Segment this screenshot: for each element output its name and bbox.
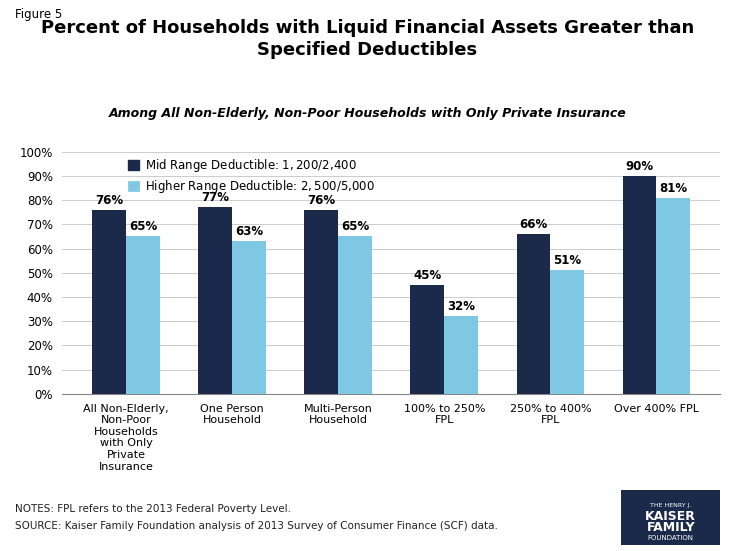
Text: Percent of Households with Liquid Financial Assets Greater than
Specified Deduct: Percent of Households with Liquid Financ… (41, 19, 694, 60)
Bar (93, 210, 126, 394)
Text: 76%: 76% (96, 194, 123, 207)
Text: 51%: 51% (553, 255, 581, 267)
Bar (232, 241, 266, 394)
Bar (656, 198, 690, 394)
Text: 65%: 65% (341, 220, 370, 234)
Text: NOTES: FPL refers to the 2013 Federal Poverty Level.: NOTES: FPL refers to the 2013 Federal Po… (15, 504, 291, 514)
Text: Figure 5: Figure 5 (15, 8, 62, 21)
Text: 45%: 45% (413, 269, 442, 282)
Text: THE HENRY J.: THE HENRY J. (650, 503, 692, 509)
Bar (551, 271, 584, 394)
Text: SOURCE: Kaiser Family Foundation analysis of 2013 Survey of Consumer Finance (SC: SOURCE: Kaiser Family Foundation analysi… (15, 521, 498, 531)
Bar (304, 210, 338, 394)
Bar (338, 236, 373, 394)
Text: 76%: 76% (307, 194, 335, 207)
Text: 63%: 63% (235, 225, 263, 239)
Text: 81%: 81% (659, 182, 687, 195)
Bar (198, 207, 232, 394)
Text: 66%: 66% (520, 218, 548, 231)
Text: FAMILY: FAMILY (646, 521, 695, 534)
Text: FOUNDATION: FOUNDATION (648, 535, 694, 541)
Text: KAISER: KAISER (645, 510, 696, 523)
Legend: Mid Range Deductible: $1,200/$2,400, Higher Range Deductible: $2,500/$5,000: Mid Range Deductible: $1,200/$2,400, Hig… (128, 158, 375, 195)
Text: 90%: 90% (625, 160, 653, 173)
Bar (623, 176, 656, 394)
Text: Among All Non-Elderly, Non-Poor Households with Only Private Insurance: Among All Non-Elderly, Non-Poor Househol… (109, 107, 626, 121)
Text: 65%: 65% (129, 220, 157, 234)
Bar (410, 285, 445, 394)
Bar (445, 316, 478, 394)
Text: 77%: 77% (201, 191, 229, 204)
Bar (126, 236, 160, 394)
Text: 32%: 32% (448, 300, 476, 314)
Bar (517, 234, 551, 394)
